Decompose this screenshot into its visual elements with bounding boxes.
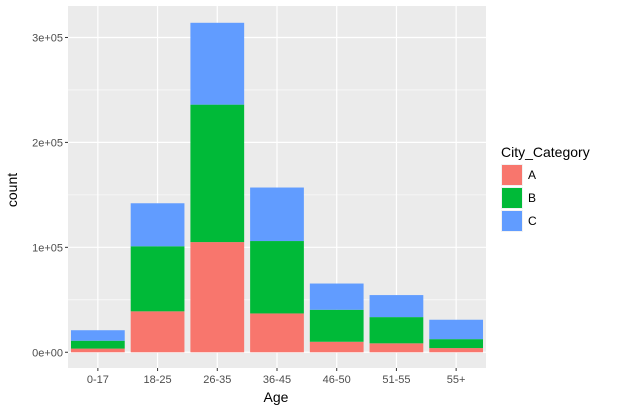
bar-B-18-25 xyxy=(130,246,185,312)
bar-C-51-55 xyxy=(369,295,424,318)
x-tick-label: 46-50 xyxy=(323,374,351,386)
legend-label-B: B xyxy=(528,191,536,205)
bar-C-26-35 xyxy=(190,22,245,105)
x-tick-label: 51-55 xyxy=(382,374,410,386)
legend-label-A: A xyxy=(528,168,536,182)
bar-C-55+ xyxy=(429,319,484,340)
y-tick-label: 1e+05 xyxy=(32,242,63,254)
legend-title: City_Category xyxy=(501,144,590,160)
bars xyxy=(70,22,484,353)
x-tick-label: 36-45 xyxy=(263,374,291,386)
bar-C-36-45 xyxy=(250,187,304,242)
y-tick-label: 2e+05 xyxy=(32,137,63,149)
y-tick-label: 0e+00 xyxy=(32,347,63,359)
legend-swatch-B xyxy=(502,188,522,208)
legend-label-C: C xyxy=(528,214,537,228)
bar-C-46-50 xyxy=(309,283,364,310)
bar-A-55+ xyxy=(429,348,484,353)
bar-B-26-35 xyxy=(190,104,245,243)
x-axis-title: Age xyxy=(264,389,289,405)
x-tick-label: 0-17 xyxy=(87,374,109,386)
legend-swatch-A xyxy=(502,165,522,185)
bar-A-26-35 xyxy=(190,242,245,353)
bar-B-46-50 xyxy=(309,309,364,342)
x-tick-label: 55+ xyxy=(447,374,466,386)
bar-C-18-25 xyxy=(130,203,185,247)
bar-A-51-55 xyxy=(369,343,424,353)
y-axis-title: count xyxy=(4,173,20,207)
bar-A-46-50 xyxy=(309,341,364,353)
bar-A-18-25 xyxy=(130,311,185,353)
legend-swatch-C xyxy=(502,211,522,231)
bar-B-55+ xyxy=(429,339,484,349)
bar-A-0-17 xyxy=(70,348,125,353)
y-tick-label: 3e+05 xyxy=(32,32,63,44)
bar-A-36-45 xyxy=(250,313,304,353)
legend: City_Category ABC xyxy=(501,144,590,232)
bar-B-51-55 xyxy=(369,317,424,344)
bar-B-0-17 xyxy=(70,340,125,349)
x-tick-label: 26-35 xyxy=(203,374,231,386)
x-axis-ticks: 0-17 18-25 26-35 36-45 46-50 51-55 55+ xyxy=(87,368,466,386)
x-tick-label: 18-25 xyxy=(144,374,172,386)
bar-C-0-17 xyxy=(70,330,125,341)
y-axis-ticks: 0e+00 1e+05 2e+05 3e+05 xyxy=(32,32,68,359)
bar-B-36-45 xyxy=(250,241,304,314)
